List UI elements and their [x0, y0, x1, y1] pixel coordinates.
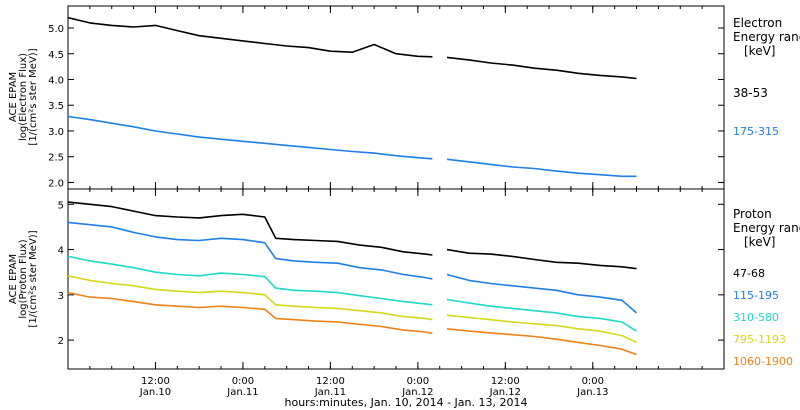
legend-series-labels: 38-53 175-315 47-68 115-195 310-580 795-1193 1…	[733, 86, 793, 368]
series-line-47-68	[446, 248, 637, 270]
x-tick-label-time: 12:00	[491, 376, 520, 387]
x-tick-label-date: Jan.12	[489, 387, 521, 398]
series-line-175-315	[67, 115, 433, 160]
y-tick-label: 4	[58, 246, 64, 257]
proton-y-title-line-2: log(Proton Flux)	[18, 239, 29, 318]
series-line-310-580	[67, 255, 433, 306]
axis-ticks: 2.02.53.03.54.04.55.0234512:00Jan.100:00…	[48, 6, 725, 398]
x-tick-label-time: 0:00	[232, 376, 254, 387]
y-tick-label: 4.0	[48, 75, 64, 86]
electron-legend-title-2: Energy ranges	[733, 30, 800, 44]
x-tick-label-date: Jan.10	[139, 387, 171, 398]
series-line-795-1193	[67, 275, 433, 321]
legend-label-175-315: 175-315	[733, 125, 779, 138]
y-tick-label: 5	[58, 200, 64, 211]
proton-legend-title-1: Proton	[733, 207, 772, 221]
electron-legend-title-1: Electron	[733, 16, 782, 30]
series-line-1060-1900	[446, 328, 637, 356]
proton-y-title-line-1: ACE EPAM	[8, 254, 19, 304]
electron-y-title-line-1: ACE EPAM	[8, 72, 19, 122]
proton-legend-title-3: [keV]	[744, 235, 775, 249]
electron-y-axis-title: ACE EPAM log(Electron Flux) [1/(cm²s ste…	[8, 48, 39, 145]
series-line-175-315	[446, 158, 637, 178]
x-tick-label-date: Jan.11	[314, 387, 346, 398]
series-line-115-195	[446, 273, 638, 314]
electron-panel-frame	[67, 5, 725, 190]
legend-label-38-53: 38-53	[733, 86, 768, 100]
series-line-38-53	[446, 56, 637, 80]
legend-label-310-580: 310-580	[733, 311, 779, 324]
electron-y-title-line-2: log(Electron Flux)	[18, 53, 29, 141]
x-tick-label-date: Jan.12	[401, 387, 433, 398]
y-tick-label: 5.0	[48, 24, 64, 35]
proton-y-axis-title: ACE EPAM log(Proton Flux) [1/(cm²s ster …	[8, 230, 39, 327]
proton-legend: Proton Energy ranges [keV]	[733, 207, 800, 249]
series-line-38-53	[67, 16, 433, 58]
electron-legend-title-3: [keV]	[744, 44, 775, 58]
proton-legend-title-2: Energy ranges	[733, 221, 800, 235]
series-line-47-68	[67, 201, 433, 256]
plot-area	[67, 16, 638, 356]
x-tick-label-time: 0:00	[582, 376, 604, 387]
series-line-1060-1900	[67, 291, 433, 335]
y-tick-label: 3.5	[48, 101, 64, 112]
proton-y-title-line-3: [1/(cm²s ster MeV)]	[28, 230, 39, 327]
legend-label-47-68: 47-68	[733, 267, 765, 280]
electron-legend: Electron Energy ranges [keV]	[733, 16, 800, 58]
x-axis-title: hours:minutes, Jan. 10, 2014 - Jan. 13, …	[285, 396, 528, 409]
legend-label-115-195: 115-195	[733, 289, 779, 302]
y-tick-label: 4.5	[48, 50, 64, 61]
x-tick-label-date: Jan.13	[576, 387, 608, 398]
electron-y-title-line-3: [1/(cm²s ster MeV)]	[28, 48, 39, 145]
legend-label-795-1193: 795-1193	[733, 333, 786, 346]
x-tick-label-time: 0:00	[407, 376, 429, 387]
legend-label-1060-1900: 1060-1900	[733, 355, 793, 368]
x-tick-label-date: Jan.11	[226, 387, 258, 398]
y-tick-label: 3	[58, 291, 64, 302]
y-tick-label: 2.5	[48, 153, 64, 164]
y-tick-label: 2.0	[48, 178, 64, 189]
x-tick-label-time: 12:00	[316, 376, 345, 387]
series-line-310-580	[446, 298, 637, 332]
y-tick-label: 2	[58, 336, 64, 347]
series-line-115-195	[67, 221, 433, 280]
y-tick-label: 3.0	[48, 127, 64, 138]
x-tick-label-time: 12:00	[141, 376, 170, 387]
series-line-795-1193	[446, 314, 637, 344]
